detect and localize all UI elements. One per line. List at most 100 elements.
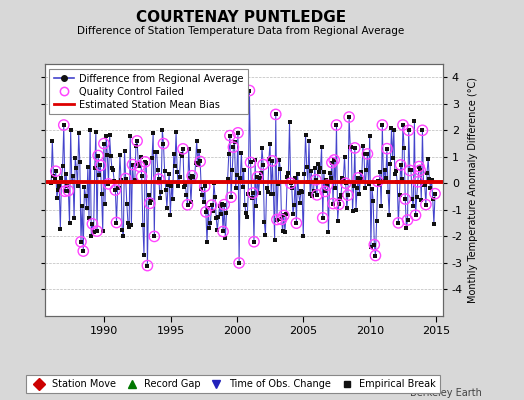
Point [234, 130, 242, 136]
Point [203, 239, 211, 246]
Point [342, 180, 350, 186]
Point [280, 212, 288, 219]
Point [180, 184, 188, 190]
Point [328, 159, 336, 166]
Point [270, 236, 279, 243]
Point [77, 238, 85, 245]
Point [155, 176, 163, 182]
Point [303, 179, 312, 185]
Point [159, 140, 168, 147]
Point [322, 177, 330, 183]
Point [421, 182, 429, 189]
Point [228, 167, 236, 174]
Point [55, 183, 63, 190]
Point [245, 87, 254, 94]
Point [96, 162, 105, 169]
Point [128, 161, 137, 168]
Point [160, 168, 169, 174]
Point [356, 169, 365, 175]
Point [151, 149, 160, 155]
Point [92, 129, 100, 135]
Y-axis label: Monthly Temperature Anomaly Difference (°C): Monthly Temperature Anomaly Difference (… [468, 77, 478, 303]
Point [79, 248, 88, 254]
Point [56, 226, 64, 232]
Point [57, 175, 66, 182]
Point [259, 161, 267, 168]
Point [182, 192, 191, 198]
Point [287, 180, 295, 186]
Point [150, 233, 158, 240]
Point [105, 132, 114, 139]
Point [80, 184, 89, 190]
Point [354, 175, 363, 181]
Point [195, 148, 203, 154]
Point [370, 242, 378, 248]
Point [379, 178, 388, 184]
Point [398, 176, 406, 182]
Point [367, 243, 375, 250]
Text: Difference of Station Temperature Data from Regional Average: Difference of Station Temperature Data f… [78, 26, 405, 36]
Point [135, 163, 144, 170]
Point [374, 178, 382, 184]
Point [389, 127, 398, 133]
Point [337, 192, 345, 198]
Point [264, 189, 272, 195]
Point [358, 143, 367, 149]
Legend: Difference from Regional Average, Quality Control Failed, Estimated Station Mean: Difference from Regional Average, Qualit… [49, 69, 248, 114]
Point [409, 203, 418, 209]
Point [306, 191, 314, 198]
Point [372, 252, 380, 259]
Point [227, 194, 235, 200]
Point [347, 144, 356, 150]
Point [113, 185, 122, 192]
Point [321, 188, 329, 194]
Point [296, 200, 304, 206]
Point [289, 211, 297, 217]
Point [146, 200, 154, 206]
Point [90, 229, 98, 235]
Point [281, 228, 289, 235]
Point [378, 122, 387, 128]
Point [219, 228, 227, 235]
Point [407, 166, 415, 173]
Point [211, 194, 219, 200]
Point [268, 158, 277, 164]
Point [204, 204, 212, 211]
Point [350, 183, 358, 190]
Point [424, 156, 432, 162]
Point [209, 208, 217, 214]
Point [411, 212, 420, 218]
Point [190, 179, 199, 186]
Point [102, 133, 111, 139]
Point [343, 205, 351, 212]
Point [290, 202, 298, 208]
Point [142, 160, 150, 166]
Point [210, 180, 218, 186]
Point [397, 162, 405, 168]
Point [373, 218, 381, 225]
Point [116, 152, 124, 158]
Point [88, 221, 96, 227]
Point [220, 202, 228, 208]
Point [125, 224, 133, 231]
Point [253, 174, 261, 180]
Point [386, 161, 395, 167]
Point [53, 194, 61, 201]
Point [157, 188, 166, 195]
Point [305, 138, 313, 144]
Point [239, 167, 248, 174]
Point [208, 202, 216, 208]
Point [381, 175, 390, 181]
Point [364, 181, 373, 188]
Point [221, 235, 230, 241]
Point [329, 200, 337, 207]
Point [181, 181, 190, 188]
Point [372, 252, 380, 259]
Point [378, 122, 387, 128]
Point [189, 174, 198, 180]
Point [418, 127, 427, 134]
Point [314, 161, 322, 167]
Point [293, 170, 302, 177]
Point [247, 194, 256, 201]
Point [183, 202, 192, 208]
